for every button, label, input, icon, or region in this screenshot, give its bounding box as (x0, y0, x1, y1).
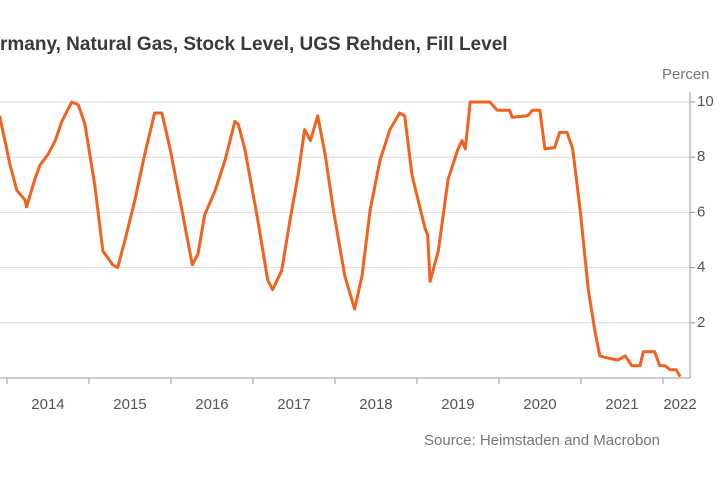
x-tick-label: 2018 (359, 396, 392, 413)
x-tick-label: 2022 (663, 396, 696, 413)
y-tick-label: 10 (697, 93, 714, 110)
chart-title: rmany, Natural Gas, Stock Level, UGS Reh… (0, 34, 508, 55)
x-tick-label: 2020 (523, 396, 556, 413)
x-tick-label: 2016 (195, 396, 228, 413)
x-tick-label: 2014 (31, 396, 64, 413)
x-tick-label: 2019 (441, 396, 474, 413)
y-tick-label: 4 (697, 259, 705, 276)
y-tick-label: 8 (697, 148, 705, 165)
y-tick-label: 6 (697, 203, 705, 220)
y-tick-label: 2 (697, 314, 705, 331)
source: Source: Heimstaden and Macrobon (424, 432, 660, 449)
x-tick-label: 2017 (277, 396, 310, 413)
x-tick-label: 2021 (605, 396, 638, 413)
x-tick-label: 2015 (113, 396, 146, 413)
data-line (0, 100, 682, 378)
y-axis-label: Percen (662, 66, 710, 83)
